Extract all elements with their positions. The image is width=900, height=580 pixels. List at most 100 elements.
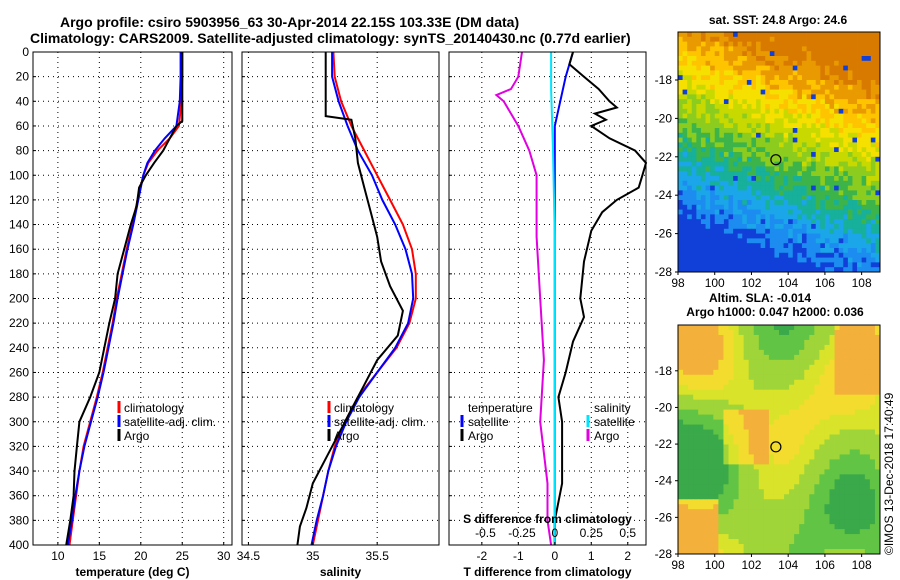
map-cell [746,180,752,186]
map-cell [763,519,770,525]
map-cell [799,544,805,550]
map-cell [708,325,714,331]
map-cell [718,469,724,475]
map-cell [682,36,688,42]
map-cell [834,464,840,470]
map-cell [753,459,760,465]
map-cell [678,156,683,162]
map-cell [768,334,775,341]
map-cell [819,474,825,480]
map-cell [783,267,789,273]
map-cell [779,195,784,201]
map-cell [799,499,805,505]
map-cell [799,549,805,555]
map-cell [719,228,725,234]
map-cell [815,190,821,196]
map-cell [743,409,750,416]
map-cell [859,489,866,495]
map-cell [870,137,876,143]
map-cell [779,499,785,505]
map-cell [693,329,699,336]
map-cell [723,394,729,401]
map-cell [869,409,876,416]
map-cell [682,267,688,273]
map-cell [849,449,856,455]
map-cell [783,156,789,162]
map-cell [733,233,739,239]
map-cell [870,204,876,210]
map-cell [714,123,720,129]
map-cell [723,484,729,490]
map-cell [794,484,800,490]
map-cell [742,166,748,172]
map-cell [738,389,745,396]
map-cell [758,494,765,500]
map-cell [758,529,765,535]
map-cell [829,364,835,371]
map-cell [742,70,748,76]
map-cell [678,424,684,430]
map-cell [719,41,725,47]
map-cell [783,161,789,167]
map-cell [678,544,684,550]
map-cell [723,248,729,254]
map-cell [801,113,807,119]
map-cell [756,65,762,71]
map-cell [693,369,699,376]
map-cell [869,524,876,530]
map-cell [784,404,790,411]
map-cell [783,176,789,182]
map-cell [824,429,830,435]
map-cell [824,444,830,450]
map-cell [737,161,743,167]
map-cell [839,454,846,460]
map-cell [688,399,694,406]
map-cell [713,479,719,485]
map-cell [866,70,872,76]
map-cell [797,46,803,52]
map-cell [700,180,706,186]
map-cell [797,60,803,66]
map-cell [765,171,771,177]
map-cell [763,364,770,371]
map-cell [857,123,863,129]
map-cell [869,439,876,445]
map-cell [814,549,820,555]
map-cell [703,469,709,475]
map-cell [797,228,803,234]
map-cell [815,46,821,52]
map-cell [728,369,734,376]
map-cell [797,248,803,254]
map-cell [829,374,835,381]
map-cell [854,524,861,530]
map-cell [843,80,849,86]
map-cell [768,429,775,435]
map-cell [875,238,881,244]
map-cell [773,379,780,386]
map-cell [742,224,748,230]
map-cell [765,262,771,268]
map-cell [847,65,853,71]
map-cell [806,142,812,148]
map-cell [688,329,694,336]
map-cell [696,60,702,66]
map-cell [829,384,835,391]
map-cell [815,262,821,268]
map-cell [774,200,780,206]
map-cell [829,104,835,110]
map-cell [728,195,734,201]
map-cell [756,262,762,268]
map-cell [843,84,849,90]
map-cell [733,459,739,465]
map-cell [710,257,716,263]
map-cell [687,161,693,167]
map-cell [688,529,694,535]
map-cell [737,56,743,62]
map-cell [693,484,699,490]
map-cell [737,46,743,52]
map-cell [834,209,840,215]
map-cell [696,228,702,234]
map-cell [819,339,825,346]
map-cell [779,99,784,105]
map-cell [815,209,821,215]
